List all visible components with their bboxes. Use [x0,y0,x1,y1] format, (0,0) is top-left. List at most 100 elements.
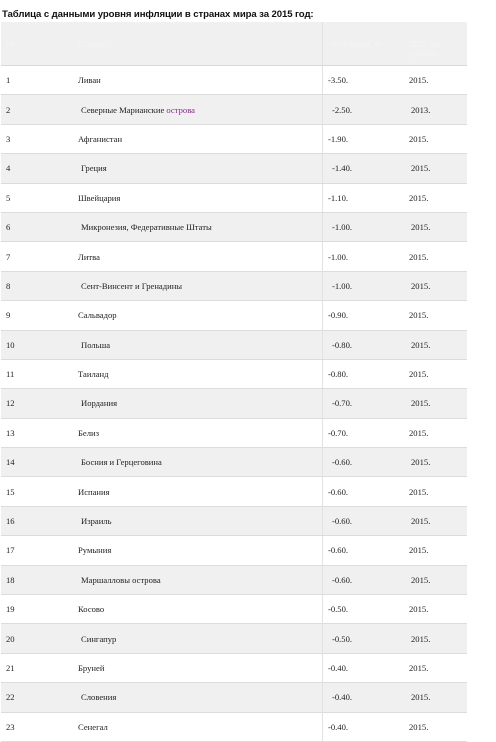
row-number: 7 [6,251,11,262]
inflation-value: -0.40. [328,721,349,732]
data-year: 2015. [411,339,431,350]
column-divider [322,595,323,624]
country-name: Сальвадор [78,310,117,320]
data-year: 2015. [411,280,431,291]
country-link[interactable]: острова [166,104,195,115]
country-text: Швейцария [78,192,121,203]
row-number: 14 [6,457,15,468]
table-row: 13 Белиз -0.70. 2015. [1,418,467,449]
table-row: 23 Сенегал -0.40. 2015. [1,712,467,742]
inflation-value: -0.60. [332,457,353,468]
column-divider [322,22,323,65]
country-text: Микронезия, Федеративные Штаты [81,222,212,233]
row-number: 20 [6,633,15,644]
data-year: 2015. [411,516,431,527]
column-divider [322,154,323,183]
data-year: 2015. [409,427,429,438]
data-year: 2015. [411,398,431,409]
country-name: Маршалловы острова [81,575,161,585]
country-text: Белиз [78,427,100,438]
country-text: Израиль [81,516,112,527]
table-row: 3 Афганистан -1.90. 2015. [1,124,467,155]
inflation-value: -0.40. [332,692,353,703]
country-name: Литва [78,252,100,262]
header-country: Страна [78,40,106,49]
inflation-value: -1.90. [328,133,349,144]
inflation-value: -0.60. [332,574,353,585]
column-divider [322,124,323,154]
country-text: Ливан [78,75,101,86]
country-name: Микронезия, Федеративные Штаты [81,222,212,232]
data-year: 2015. [409,75,429,86]
inflation-value: -0.60. [332,516,353,527]
row-number: 9 [6,310,11,321]
country-text: Словения [81,692,117,703]
table-row: 14 Босния и Герцеговина -0.60. 2015. [1,448,467,478]
data-year: 2015. [409,721,429,732]
country-text: Греция [81,163,107,174]
table-row: 8 Сент-Винсент и Гренадины -1.00. 2015. [1,271,467,302]
row-number: 16 [6,516,15,527]
row-number: 2 [6,104,11,115]
row-number: 6 [6,222,11,233]
country-name: Ливан [78,75,101,85]
row-number: 18 [6,574,15,585]
table-row: 12 Иордания -0.70. 2015. [1,389,467,419]
country-name: Сент-Винсент и Гренадины [81,281,182,291]
column-divider [322,683,323,712]
column-divider [322,477,323,506]
data-year: 2015. [409,192,429,203]
data-year: 2015. [409,545,429,556]
table-row: 17 Румыния -0.60. 2015. [1,536,467,566]
inflation-value: -0.90. [328,310,349,321]
table-body: 1 Ливан -3.50. 2015. 2 Северные Марианские ос… [1,66,467,742]
column-divider [322,330,323,359]
table-row: 21 Бруней -0.40. 2015. [1,653,467,684]
data-year: 2015. [411,163,431,174]
data-year: 2013. [411,104,431,115]
row-number: 22 [6,692,15,703]
table-row: 18 Маршалловы острова -0.60. 2015. [1,565,467,596]
table-caption: Таблица с данными уровня инфляции в стра… [2,9,314,20]
column-divider [322,712,323,741]
table-row: 15 Испания -0.60. 2015. [1,477,467,507]
column-divider [322,212,323,242]
table-row: 1 Ливан -3.50. 2015. [1,66,467,96]
column-divider [322,448,323,477]
column-divider [322,242,323,271]
row-number: 3 [6,133,11,144]
country-text: Косово [78,604,105,615]
country-name: Словения [81,692,116,702]
column-divider [322,418,323,448]
country-name: Северные Марианские острова [81,105,195,115]
column-divider [322,95,323,124]
country-name: Бруней [78,663,104,673]
table-row: 22 Словения -0.40. 2015. [1,683,467,713]
inflation-value: -1.00. [332,222,353,233]
table-row: 20 Сингапур -0.50. 2015. [1,624,467,654]
data-year: 2015. [409,133,429,144]
row-number: 12 [6,398,15,409]
table-row: 16 Израиль -0.60. 2015. [1,506,467,537]
country-name: Косово [78,604,104,614]
header-number: № [6,40,15,49]
inflation-value: -0.60. [328,486,349,497]
country-text: Босния и Герцеговина [81,457,162,468]
country-text: Сальвадор [78,310,117,321]
country-text: Польша [81,339,111,350]
country-name: Румыния [78,545,111,555]
table-row: 4 Греция -1.40. 2015. [1,154,467,184]
row-number: 5 [6,192,11,203]
country-name: Швейцария [78,193,120,203]
country-text: Таиланд [78,369,109,380]
country-text: Сент-Винсент и Гренадины [81,280,183,291]
row-number: 4 [6,163,11,174]
inflation-value: -2.50. [332,104,353,115]
table-row: 7 Литва -1.00. 2015. [1,242,467,272]
column-divider [322,66,323,95]
column-divider [322,271,323,301]
data-year: 2015. [411,692,431,703]
inflation-value: -0.60. [328,545,349,556]
data-year: 2015. [409,486,429,497]
table-row: 11 Таиланд -0.80. 2015. [1,359,467,390]
